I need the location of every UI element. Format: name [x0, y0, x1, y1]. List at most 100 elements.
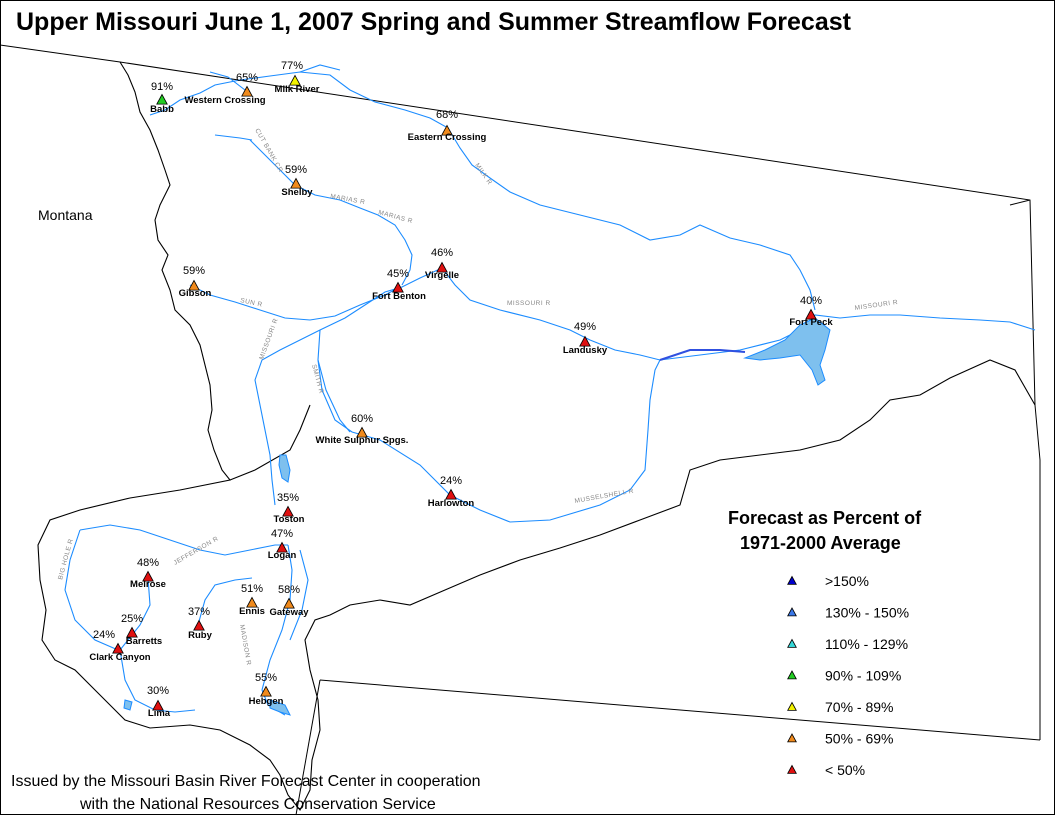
site-name: Toston [274, 514, 305, 525]
legend-item: 70% - 89% [787, 699, 893, 715]
site-marker-icon [193, 619, 205, 631]
site-name: Shelby [281, 187, 313, 198]
site-western-crossing: 65% Western Crossing [184, 72, 265, 106]
site-percent: 77% [281, 60, 303, 72]
legend-item: 110% - 129% [787, 636, 908, 652]
legend-triangle-icon [787, 701, 797, 711]
site-percent: 37% [188, 606, 210, 618]
site-landusky: 49% Landusky [563, 321, 608, 356]
site-hebgen: 55% Hebgen [249, 672, 284, 707]
site-marker-icon [152, 699, 164, 711]
site-percent: 91% [151, 81, 173, 93]
forecast-sites: 91% Babb 65% Western Crossing 77% Milk River 6… [89, 60, 833, 719]
legend-items: >150% 130% - 150% 110% - 129% 90% - 109% 70%… [787, 573, 909, 778]
rivers [64, 64, 1036, 716]
site-marker-icon [445, 488, 457, 500]
legend-item: >150% [787, 573, 869, 589]
site-percent: 45% [387, 268, 409, 280]
site-percent: 24% [93, 629, 115, 641]
site-percent: 65% [236, 72, 258, 84]
site-percent: 49% [574, 321, 596, 333]
site-name: Landusky [563, 345, 608, 356]
legend-triangle-icon [787, 607, 797, 617]
site-name: Hebgen [249, 696, 284, 707]
site-name: Logan [268, 550, 297, 561]
site-ruby: 37% Ruby [188, 606, 213, 641]
site-marker-icon [441, 124, 453, 136]
footer-line1: Issued by the Missouri Basin River Forec… [11, 773, 481, 790]
legend-title-line1: Forecast as Percent of [728, 508, 922, 528]
site-percent: 59% [183, 265, 205, 277]
legend-label: < 50% [825, 762, 865, 778]
site-marker-icon [156, 93, 168, 105]
legend-triangle-icon [787, 764, 797, 774]
site-percent: 51% [241, 583, 263, 595]
site-percent: 48% [137, 557, 159, 569]
site-name: Babb [150, 104, 174, 115]
site-marker-icon [260, 685, 272, 697]
site-percent: 55% [255, 672, 277, 684]
map-title: Upper Missouri June 1, 2007 Spring and S… [16, 8, 852, 36]
site-name: Western Crossing [184, 95, 265, 106]
site-babb: 91% Babb [150, 81, 174, 115]
site-marker-icon [805, 308, 817, 320]
canyon-ferry-lake [278, 454, 291, 483]
site-marker-icon [289, 74, 301, 86]
site-name: White Sulphur Spgs. [316, 435, 409, 446]
site-marker-icon [283, 597, 295, 609]
site-marker-icon [276, 541, 288, 553]
site-name: Virgelle [425, 270, 459, 281]
site-marker-icon [282, 505, 294, 517]
legend-label: 50% - 69% [825, 731, 893, 747]
legend-triangle-icon [787, 638, 797, 648]
site-lima: 30% Lima [147, 685, 171, 719]
site-marker-icon [188, 279, 200, 291]
site-percent: 60% [351, 413, 373, 425]
site-percent: 25% [121, 613, 143, 625]
site-marker-icon [356, 426, 368, 438]
site-shelby: 59% Shelby [281, 164, 313, 198]
legend-item: 130% - 150% [787, 605, 909, 621]
site-harlowton: 24% Harlowton [428, 475, 475, 509]
site-fort-benton: 45% Fort Benton [372, 268, 426, 302]
site-eastern-crossing: 68% Eastern Crossing [408, 109, 487, 143]
site-barretts: 25% Barretts [121, 613, 162, 647]
site-marker-icon [436, 261, 448, 273]
legend-title-line2: 1971-2000 Average [740, 533, 901, 553]
site-marker-icon [126, 626, 138, 638]
fort-peck-lake [743, 317, 831, 386]
legend-item: 50% - 69% [787, 731, 893, 747]
site-name: Melrose [130, 579, 166, 590]
state-label: Montana [38, 207, 93, 223]
basin-boundary [37, 61, 1036, 812]
site-name: Gibson [179, 288, 212, 299]
site-melrose: 48% Melrose [130, 557, 166, 590]
legend-triangle-icon [787, 670, 797, 680]
site-marker-icon [142, 570, 154, 582]
site-name: Lima [148, 708, 171, 719]
site-percent: 59% [285, 164, 307, 176]
footer-line2: with the National Resources Conservation… [79, 796, 436, 813]
clark-canyon-reservoir [123, 699, 133, 711]
site-name: Harlowton [428, 498, 475, 509]
legend-item: < 50% [787, 762, 865, 778]
site-percent: 24% [440, 475, 462, 487]
legend-label: 70% - 89% [825, 699, 893, 715]
site-marker-icon [241, 85, 253, 97]
site-name: Eastern Crossing [408, 132, 487, 143]
site-name: Barretts [126, 636, 162, 647]
legend: Forecast as Percent of 1971-2000 Average… [728, 508, 922, 778]
legend-label: >150% [825, 573, 869, 589]
site-name: Fort Benton [372, 291, 426, 302]
site-marker-icon [392, 281, 404, 293]
site-milk-river: 77% Milk River [275, 60, 320, 95]
site-clark-canyon: 24% Clark Canyon [89, 629, 150, 663]
site-gibson: 59% Gibson [179, 265, 212, 299]
site-name: Gateway [269, 607, 309, 618]
site-marker-icon [290, 177, 302, 189]
river-label-sun: SUN R [240, 297, 264, 309]
site-marker-icon [579, 335, 591, 347]
state-borders [0, 44, 1041, 816]
